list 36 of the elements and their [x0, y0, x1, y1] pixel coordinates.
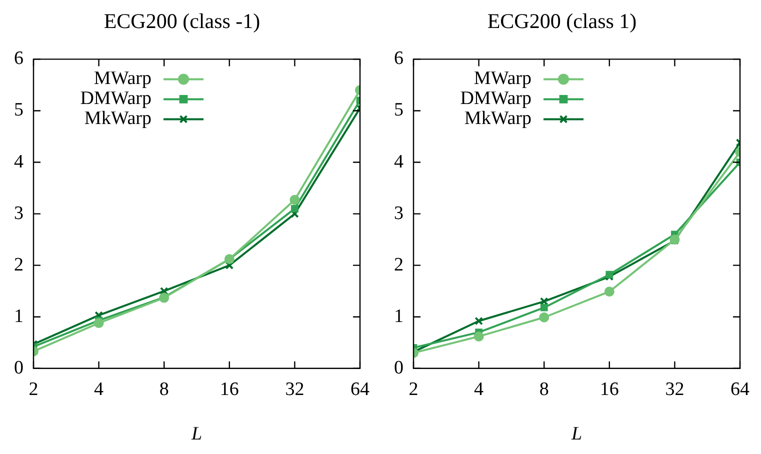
y-tick-label: 0 [394, 357, 404, 378]
y-tick-label: 6 [14, 48, 24, 70]
x-tick-label: 32 [665, 378, 684, 400]
x-axis-title: L [190, 424, 202, 445]
y-tick-label: 6 [394, 48, 404, 70]
x-axis-title: L [570, 424, 582, 445]
x-tick-label: 64 [350, 378, 370, 400]
x-tick-label: 64 [730, 378, 750, 400]
y-tick-label: 1 [14, 306, 24, 327]
legend-label: MWarp [474, 68, 532, 90]
legend-label: DMWarp [80, 88, 152, 110]
x-tick-label: 4 [94, 378, 104, 400]
y-tick-label: 4 [394, 151, 404, 172]
x-tick-label: 32 [285, 378, 304, 400]
y-tick-label: 3 [14, 202, 24, 224]
x-tick-label: 2 [28, 378, 38, 400]
y-tick-label: 1 [394, 306, 404, 327]
legend-label: MkWarp [84, 108, 152, 130]
y-tick-label: 5 [394, 100, 404, 121]
legend-label: MWarp [94, 68, 152, 90]
x-tick-label: 16 [220, 378, 239, 400]
x-tick-label: 2 [408, 378, 418, 400]
x-tick-label: 16 [600, 378, 619, 400]
legend-label: DMWarp [460, 88, 532, 110]
x-tick-label: 8 [159, 378, 169, 400]
chart-title: ECG200 (class 1) [487, 9, 637, 34]
y-tick-label: 0 [14, 357, 24, 378]
y-tick-label: 2 [394, 254, 404, 276]
chart-title: ECG200 (class -1) [104, 9, 260, 34]
legend-label: MkWarp [464, 108, 532, 130]
y-tick-label: 5 [14, 100, 24, 121]
y-tick-label: 2 [14, 254, 24, 276]
x-tick-label: 8 [539, 378, 549, 400]
y-tick-label: 4 [14, 151, 24, 172]
x-tick-label: 4 [474, 378, 484, 400]
y-tick-label: 3 [394, 202, 404, 224]
